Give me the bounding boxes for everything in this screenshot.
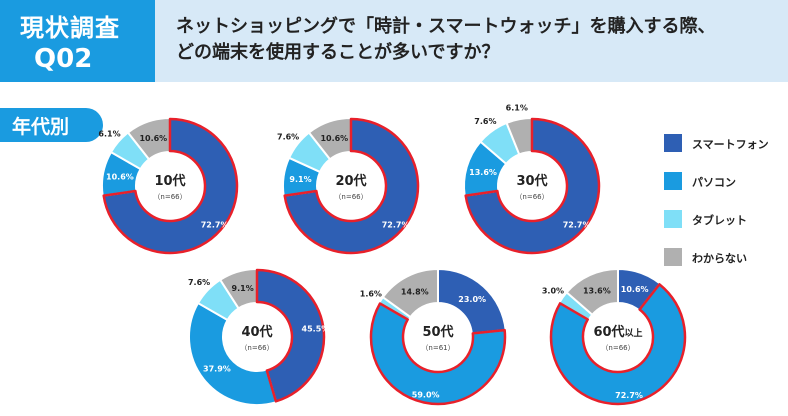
data-label-tablet: 1.6% bbox=[360, 290, 382, 299]
slice-pc bbox=[188, 301, 278, 406]
data-label-smartphone: 72.7% bbox=[201, 221, 229, 230]
chart-sample-size: （n=66） bbox=[240, 344, 273, 352]
data-label-smartphone: 10.6% bbox=[621, 285, 649, 294]
badge-title: 現状調査 bbox=[20, 14, 120, 42]
chart-center-label: 10代 bbox=[154, 173, 185, 189]
data-label-pc: 9.1% bbox=[289, 175, 311, 184]
donut-chart-2: 20代 （n=66） 72.7% 9.1% 7.6% 10.6% bbox=[277, 116, 420, 255]
segment-tag: 年代別 bbox=[0, 108, 103, 142]
legend-swatch-smartphone bbox=[664, 134, 682, 152]
chart-sample-size: （n=61） bbox=[421, 344, 454, 352]
data-label-pc: 72.7% bbox=[615, 391, 643, 400]
highlight-outline bbox=[369, 302, 507, 406]
chart-center-label: 40代 bbox=[241, 324, 272, 340]
data-label-smartphone: 72.7% bbox=[382, 221, 410, 230]
chart-center-label: 20代 bbox=[335, 173, 366, 189]
chart-sample-size: （n=66） bbox=[515, 193, 548, 201]
chart-center-label: 60代以上 bbox=[593, 324, 642, 340]
data-label-smartphone: 72.7% bbox=[563, 221, 591, 230]
highlight-outline bbox=[255, 268, 326, 403]
data-label-pc: 59.0% bbox=[412, 391, 440, 400]
legend-label-tablet: タブレット bbox=[692, 214, 747, 227]
data-label-tablet: 7.6% bbox=[474, 117, 496, 126]
segment-tag-label: 年代別 bbox=[12, 116, 70, 138]
survey-badge: 現状調査 Q02 bbox=[0, 0, 155, 82]
legend-label-pc: パソコン bbox=[692, 176, 736, 189]
data-label-tablet: 6.1% bbox=[98, 130, 120, 139]
legend-label-unknown: わからない bbox=[692, 252, 747, 265]
data-label-unknown: 13.6% bbox=[583, 287, 611, 296]
slice-unknown bbox=[381, 267, 439, 319]
donut-chart-4: 40代 （n=66） 45.5% 37.9% 7.6% 9.1% bbox=[188, 267, 330, 406]
highlight-outline bbox=[102, 117, 239, 255]
slice-unknown bbox=[565, 267, 619, 317]
chart-sample-size: （n=66） bbox=[601, 344, 634, 352]
chart-sample-size: （n=66） bbox=[334, 193, 367, 201]
data-label-pc: 13.6% bbox=[469, 168, 497, 177]
header-bar: 現状調査 Q02 ネットショッピングで「時計・スマートウォッチ」を購入する際、 … bbox=[0, 0, 788, 82]
data-label-tablet: 7.6% bbox=[188, 278, 210, 287]
highlight-outline bbox=[283, 117, 420, 255]
legend-swatch-pc bbox=[664, 172, 682, 190]
legend-label-smartphone: スマートフォン bbox=[692, 138, 769, 151]
data-label-unknown: 10.6% bbox=[139, 134, 167, 143]
donut-chart-1: 10代 （n=66） 72.7% 10.6% 6.1% 10.6% bbox=[98, 116, 239, 255]
legend-swatch-unknown bbox=[664, 248, 682, 266]
highlight-outline bbox=[549, 283, 687, 406]
data-label-pc: 10.6% bbox=[106, 172, 134, 181]
donut-chart-3: 30代 （n=66） 72.7% 13.6% 7.6% 6.1% bbox=[463, 103, 601, 255]
donut-chart-6: 60代以上 （n=66） 10.6% 72.7% 3.0% 13.6% bbox=[542, 267, 687, 406]
data-label-unknown: 9.1% bbox=[232, 284, 254, 293]
data-label-unknown: 14.8% bbox=[401, 288, 429, 297]
donut-chart-5: 50代 （n=61） 23.0% 59.0% 1.6% 14.8% bbox=[360, 267, 507, 406]
highlight-outline bbox=[464, 117, 601, 255]
data-label-smartphone: 23.0% bbox=[458, 295, 486, 304]
badge-question-number: Q02 bbox=[34, 44, 93, 74]
chart-center-label-suffix: 以上 bbox=[625, 327, 643, 339]
chart-sample-size: （n=66） bbox=[153, 193, 186, 201]
data-label-unknown: 10.6% bbox=[320, 134, 348, 143]
legend-swatch-tablet bbox=[664, 210, 682, 228]
chart-center-label: 50代 bbox=[422, 324, 453, 340]
data-label-tablet: 3.0% bbox=[542, 286, 564, 295]
data-label-pc: 37.9% bbox=[203, 365, 231, 374]
data-label-tablet: 7.6% bbox=[277, 133, 299, 142]
data-label-smartphone: 45.5% bbox=[302, 325, 330, 334]
chart-center-label: 30代 bbox=[516, 173, 547, 189]
data-label-unknown: 6.1% bbox=[506, 103, 528, 112]
question-text: ネットショッピングで「時計・スマートウォッチ」を購入する際、 どの端末を使用する… bbox=[176, 16, 716, 63]
